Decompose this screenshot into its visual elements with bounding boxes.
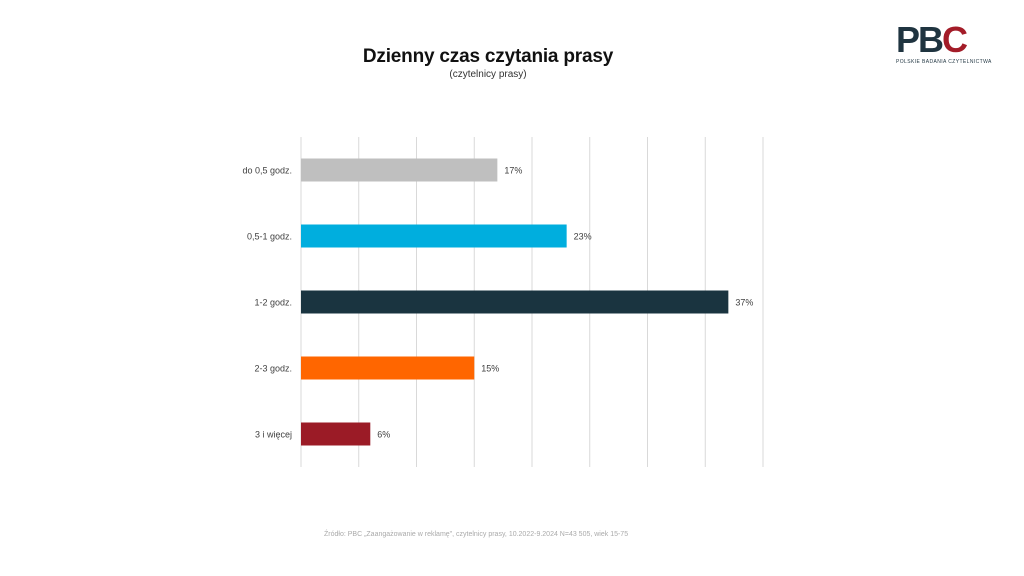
data-label: 37% — [735, 298, 753, 308]
logo-letter-c: C — [942, 19, 968, 60]
logo-letter-b: B — [918, 19, 944, 60]
bar — [301, 422, 371, 446]
data-label: 15% — [481, 364, 499, 374]
chart-subtitle: (czytelnicy prasy) — [449, 69, 527, 80]
bar — [301, 356, 475, 380]
chart-title: Dzienny czas czytania prasy — [362, 46, 614, 67]
data-label: 6% — [377, 430, 390, 440]
category-label: 0,5-1 godz. — [247, 232, 292, 242]
bar — [301, 290, 729, 314]
pbc-logo: PBC POLSKIE BADANIA CZYTELNICTWA — [896, 22, 992, 70]
category-label: 2-3 godz. — [254, 364, 292, 374]
logo-letter-p: P — [896, 19, 920, 60]
category-label: do 0,5 godz. — [242, 166, 292, 176]
category-label: 3 i więcej — [255, 430, 292, 440]
category-label: 1-2 godz. — [254, 298, 292, 308]
bar — [301, 158, 498, 182]
bar — [301, 224, 567, 248]
data-label: 23% — [574, 232, 592, 242]
logo-subtitle: POLSKIE BADANIA CZYTELNICTWA — [896, 59, 992, 65]
logo-letters: PBC — [896, 22, 986, 58]
data-label: 17% — [504, 166, 522, 176]
source-footnote: Źródło: PBC „Zaangażowanie w reklamę", c… — [324, 531, 629, 538]
chart-header: Dzienny czas czytania prasy (czytelnicy … — [288, 46, 688, 80]
